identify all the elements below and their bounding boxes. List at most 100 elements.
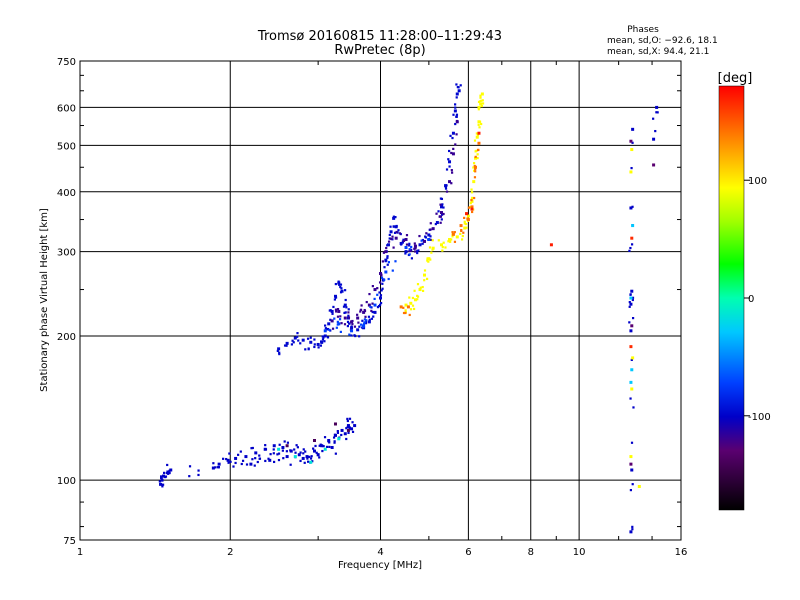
data-point	[309, 460, 313, 464]
data-point-spread	[347, 322, 351, 325]
data-point-spread	[319, 340, 323, 343]
data-point-spread	[477, 123, 480, 126]
x-tick-label: 10	[573, 547, 586, 558]
data-point-spread	[410, 245, 413, 249]
data-point-spread	[299, 451, 302, 454]
data-point-spread	[474, 155, 477, 158]
data-point-spread	[342, 305, 346, 308]
data-point	[629, 462, 633, 466]
data-point-spread	[329, 318, 332, 321]
data-point-spread	[291, 339, 294, 342]
data-point	[427, 237, 431, 241]
data-point-spread	[448, 165, 451, 168]
data-point	[337, 437, 341, 441]
data-point-spread	[333, 441, 336, 444]
data-point-spread	[245, 463, 249, 466]
data-point-spread	[264, 448, 268, 451]
data-point	[333, 422, 337, 426]
data-point	[169, 468, 173, 472]
data-point-spread	[313, 343, 316, 346]
data-point-spread	[470, 188, 473, 191]
data-point-spread	[367, 315, 371, 318]
data-point-spread	[162, 471, 166, 474]
data-point-spread	[439, 215, 443, 218]
data-point-spread	[336, 431, 339, 434]
data-point-spread	[334, 296, 338, 299]
data-point	[330, 445, 334, 449]
data-point-spread	[408, 253, 411, 256]
colorbar-label: [deg]	[718, 71, 753, 86]
data-point	[629, 455, 633, 459]
data-point	[470, 199, 474, 203]
data-point	[379, 296, 382, 300]
data-point-spread	[160, 475, 163, 478]
data-point	[440, 211, 444, 215]
data-point-spread	[289, 463, 292, 466]
data-point	[356, 316, 360, 320]
data-point-spread	[324, 324, 327, 327]
data-point-spread	[371, 310, 374, 314]
data-point-spread	[328, 328, 331, 332]
data-point-spread	[212, 462, 215, 465]
data-point-spread	[337, 280, 340, 283]
data-point	[431, 227, 435, 231]
data-point-spread	[316, 453, 320, 457]
data-point-spread	[452, 147, 455, 151]
data-point-spread	[376, 306, 380, 309]
data-point-spread	[347, 424, 350, 427]
data-point-spread	[421, 238, 425, 242]
data-point-spread	[438, 215, 441, 218]
data-point-spread	[394, 215, 397, 219]
data-point-spread	[336, 429, 339, 433]
data-point-spread	[387, 261, 390, 264]
data-point-spread	[346, 320, 350, 323]
data-point-spread	[165, 471, 168, 475]
data-point-spread	[402, 238, 405, 241]
data-point-spread	[631, 316, 635, 320]
data-point-spread	[391, 238, 394, 241]
data-point-spread	[344, 311, 347, 314]
data-point-spread	[404, 252, 407, 255]
data-point-spread	[324, 327, 327, 330]
data-point-spread	[361, 319, 364, 322]
data-point-spread	[423, 279, 426, 282]
data-point-spread	[478, 120, 482, 123]
data-point	[367, 303, 371, 307]
data-point-spread	[278, 352, 281, 356]
data-point-spread	[351, 319, 354, 323]
data-point	[285, 444, 289, 448]
data-point	[226, 458, 230, 462]
data-point	[350, 427, 354, 431]
data-point	[362, 310, 366, 314]
data-point-spread	[362, 325, 365, 328]
data-point	[630, 324, 634, 328]
data-point	[465, 212, 469, 216]
data-point	[217, 462, 221, 466]
data-point-spread	[404, 311, 407, 315]
data-point-spread	[478, 126, 481, 129]
data-point-spread	[435, 212, 438, 215]
data-point-spread	[411, 304, 415, 307]
data-point-spread	[370, 317, 374, 320]
data-point-spread	[464, 222, 468, 226]
data-point-spread	[307, 348, 310, 351]
data-point-spread	[281, 449, 284, 452]
data-point	[473, 156, 477, 160]
data-point-spread	[273, 460, 276, 464]
data-point-spread	[472, 166, 475, 169]
x-tick-label: 1	[77, 547, 83, 558]
data-point-spread	[380, 276, 384, 279]
data-point-spread	[343, 323, 347, 326]
data-point	[413, 244, 417, 248]
data-point	[384, 270, 388, 274]
data-point-spread	[345, 306, 348, 309]
data-point-spread	[383, 278, 386, 281]
data-point-spread	[376, 293, 379, 296]
data-point-spread	[632, 406, 635, 409]
data-point-spread	[629, 246, 632, 250]
data-point	[630, 289, 634, 293]
y-tick-label: 75	[63, 536, 76, 547]
data-point-spread	[471, 210, 474, 214]
data-point-spread	[455, 119, 459, 123]
data-point	[479, 102, 483, 106]
